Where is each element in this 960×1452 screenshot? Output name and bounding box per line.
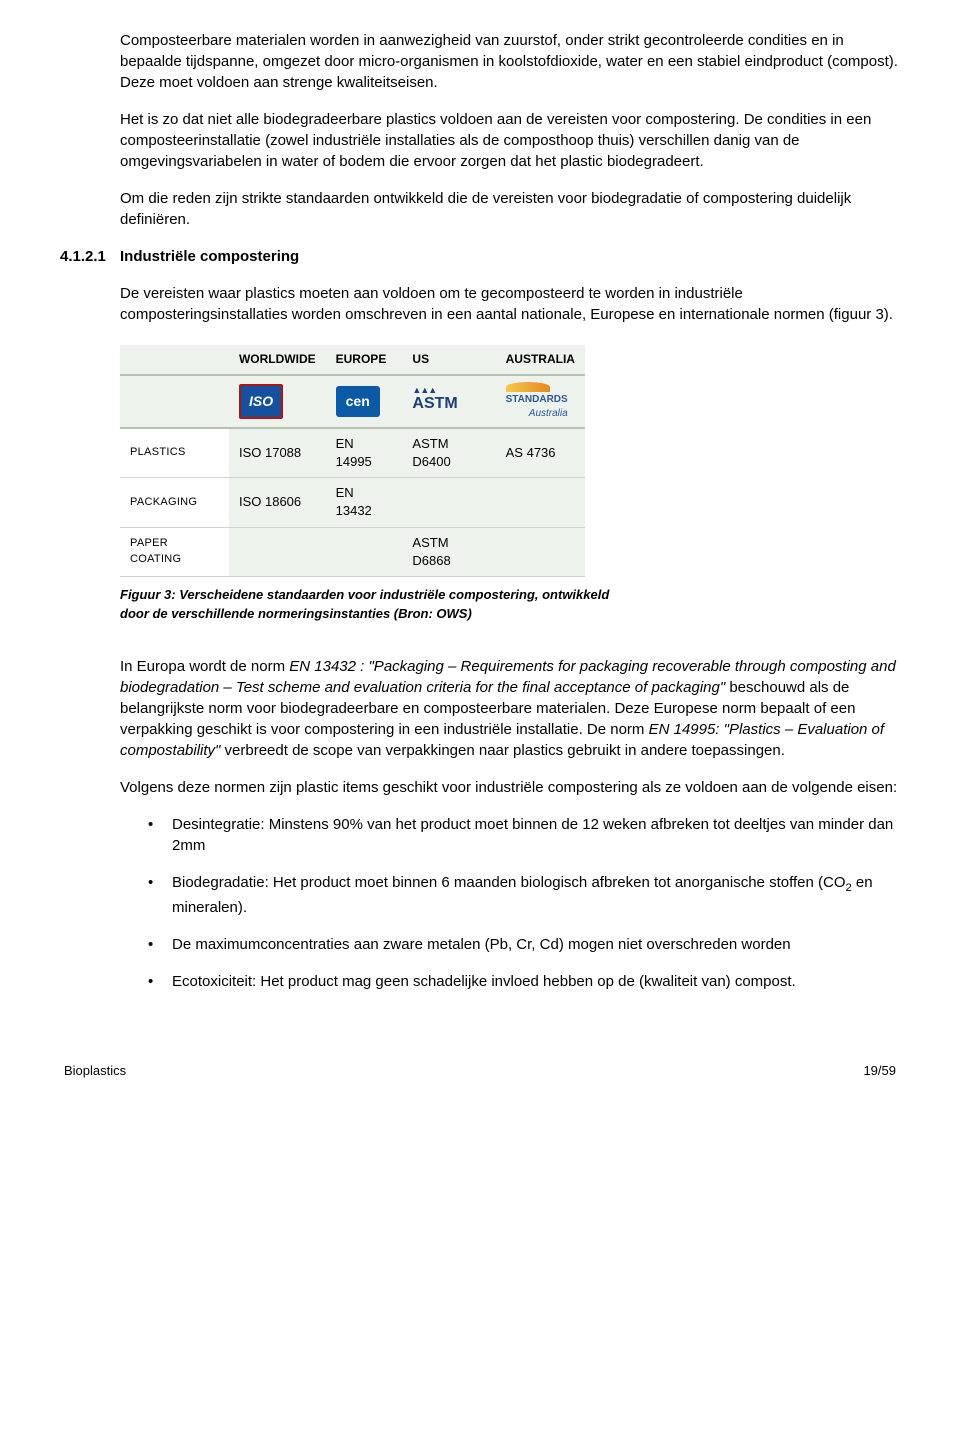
table-header-australia: AUSTRALIA — [496, 345, 585, 375]
iso-logo-icon: ISO — [229, 375, 326, 428]
table-header-row: WORLDWIDE EUROPE US AUSTRALIA — [120, 345, 585, 375]
table-logo-row: ISO cen ASTM STANDARDSAustralia — [120, 375, 585, 428]
table-row: PACKAGING ISO 18606 EN 13432 — [120, 478, 585, 527]
standards-table: WORLDWIDE EUROPE US AUSTRALIA ISO cen AS… — [120, 345, 585, 577]
cell: ASTM D6868 — [402, 527, 495, 576]
list-item: Desintegratie: Minstens 90% van het prod… — [138, 814, 900, 856]
section-title: Industriële compostering — [120, 246, 299, 267]
page-footer: Bioplastics 19/59 — [60, 1062, 900, 1080]
requirements-list: Desintegratie: Minstens 90% van het prod… — [120, 814, 900, 992]
section-heading-row: 4.1.2.1 Industriële compostering — [60, 246, 900, 267]
cell: ASTM D6400 — [402, 428, 495, 478]
paragraph-intro-2: Het is zo dat niet alle biodegradeerbare… — [120, 109, 900, 172]
footer-page-number: 19/59 — [863, 1062, 896, 1080]
cell: ISO 17088 — [229, 428, 326, 478]
table-row: PAPER COATING ASTM D6868 — [120, 527, 585, 576]
section-number: 4.1.2.1 — [60, 246, 120, 267]
cen-logo-icon: cen — [326, 375, 403, 428]
paragraph-en13432: In Europa wordt de norm EN 13432 : "Pack… — [120, 656, 900, 761]
table-logo-blank — [120, 375, 229, 428]
standards-australia-logo-icon: STANDARDSAustralia — [496, 375, 585, 428]
footer-title: Bioplastics — [64, 1062, 126, 1080]
cell — [402, 478, 495, 527]
cell: EN 13432 — [326, 478, 403, 527]
paragraph-intro-1: Composteerbare materialen worden in aanw… — [120, 30, 900, 93]
table-header-europe: EUROPE — [326, 345, 403, 375]
table-row: PLASTICS ISO 17088 EN 14995 ASTM D6400 A… — [120, 428, 585, 478]
row-label: PLASTICS — [120, 428, 229, 478]
list-item: Biodegradatie: Het product moet binnen 6… — [138, 872, 900, 918]
table-header-worldwide: WORLDWIDE — [229, 345, 326, 375]
cell: AS 4736 — [496, 428, 585, 478]
cell: EN 14995 — [326, 428, 403, 478]
list-item: De maximumconcentraties aan zware metale… — [138, 934, 900, 955]
cell: ISO 18606 — [229, 478, 326, 527]
figure-caption: Figuur 3: Verscheidene standaarden voor … — [120, 585, 900, 624]
row-label: PAPER COATING — [120, 527, 229, 576]
figure-3: WORLDWIDE EUROPE US AUSTRALIA ISO cen AS… — [120, 345, 900, 624]
paragraph-requirements-intro: Volgens deze normen zijn plastic items g… — [120, 777, 900, 798]
astm-logo-icon: ASTM — [402, 375, 495, 428]
table-header-us: US — [402, 345, 495, 375]
list-item: Ecotoxiciteit: Het product mag geen scha… — [138, 971, 900, 992]
paragraph-section-intro: De vereisten waar plastics moeten aan vo… — [120, 283, 900, 325]
cell — [496, 478, 585, 527]
cell — [326, 527, 403, 576]
paragraph-intro-3: Om die reden zijn strikte standaarden on… — [120, 188, 900, 230]
table-header-blank — [120, 345, 229, 375]
cell — [229, 527, 326, 576]
row-label: PACKAGING — [120, 478, 229, 527]
cell — [496, 527, 585, 576]
